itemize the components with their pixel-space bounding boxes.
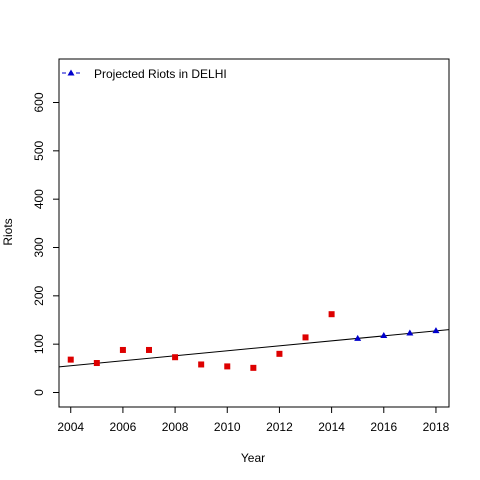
x-tick-label: 2004 (57, 420, 84, 434)
observed-point (276, 350, 283, 357)
projected-point (380, 331, 388, 338)
x-tick-label: 2006 (110, 420, 137, 434)
observed-point (67, 356, 74, 363)
x-tick-label: 2018 (423, 420, 450, 434)
y-tick-label: 500 (32, 141, 46, 161)
legend-triangle-marker (67, 69, 75, 76)
y-tick-label: 200 (32, 286, 46, 306)
observed-point (146, 346, 152, 353)
y-tick-label: 600 (32, 92, 46, 112)
observed-point (302, 334, 309, 341)
data-points (67, 311, 440, 371)
x-axis-label: Year (241, 451, 265, 465)
y-tick-label: 100 (32, 334, 46, 354)
legend-label: Projected Riots in DELHI (94, 67, 227, 81)
x-axis: 2004 2006 2008 2010 2012 2014 2016 2018 (57, 407, 450, 434)
y-tick-label: 300 (32, 237, 46, 257)
y-tick-label: 0 (32, 389, 46, 396)
observed-point (172, 354, 179, 361)
y-axis: 0 100 200 300 400 500 600 (32, 92, 59, 396)
projected-point (354, 334, 362, 341)
observed-point (250, 364, 257, 371)
x-tick-label: 2010 (214, 420, 241, 434)
x-tick-label: 2008 (162, 420, 189, 434)
projected-point (432, 327, 440, 334)
observed-point (93, 360, 100, 367)
observed-point (328, 311, 335, 318)
x-tick-label: 2012 (266, 420, 293, 434)
observed-point (198, 361, 205, 368)
y-axis-label: Riots (1, 218, 15, 245)
projected-point (406, 329, 414, 336)
plot-frame (58, 58, 450, 408)
x-tick-label: 2014 (318, 420, 345, 434)
x-tick-label: 2016 (370, 420, 397, 434)
observed-point (119, 346, 126, 353)
observed-point (224, 363, 231, 370)
legend: Projected Riots in DELHI (62, 67, 227, 81)
y-tick-label: 400 (32, 189, 46, 209)
